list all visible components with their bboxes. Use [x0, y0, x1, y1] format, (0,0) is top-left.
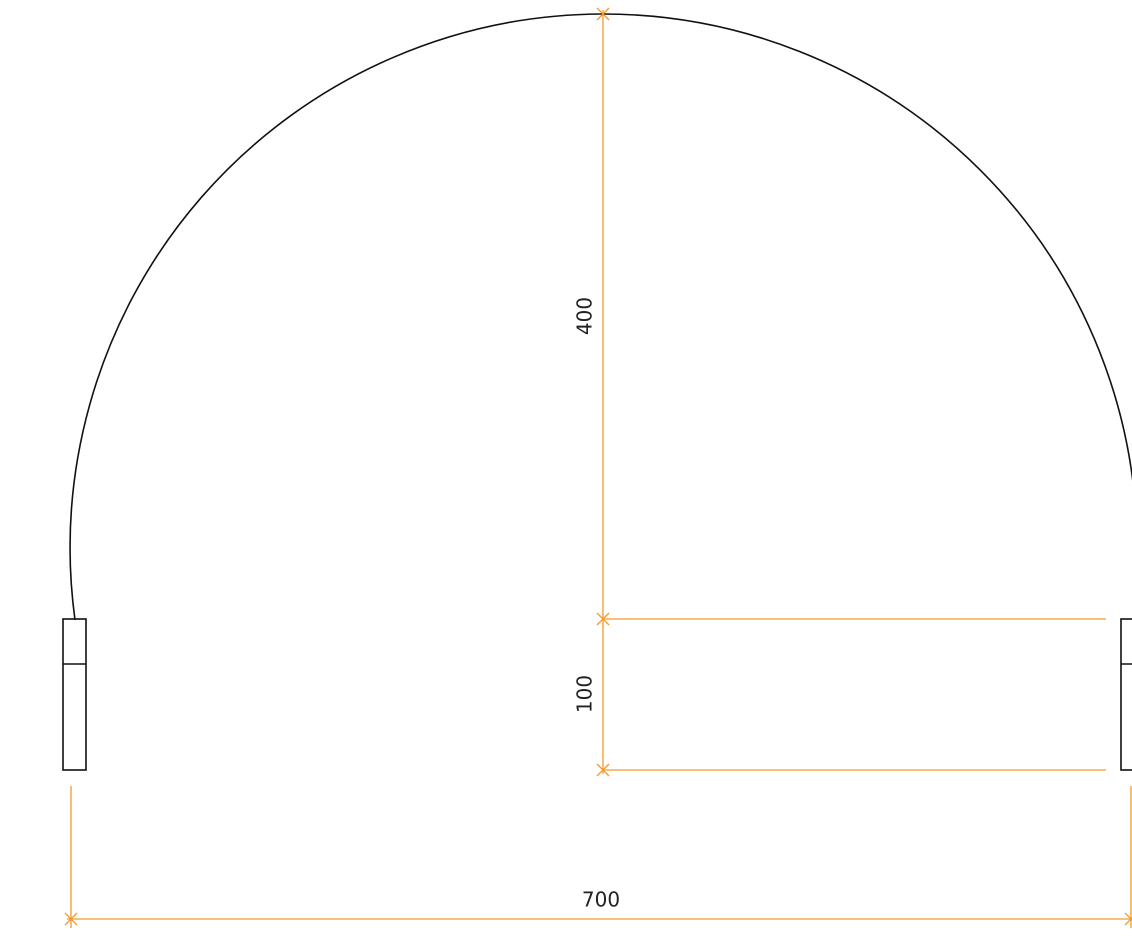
left-post [62, 618, 87, 771]
arch [69, 13, 1132, 621]
dimension-label: 400 [573, 297, 597, 335]
dimension-label: 100 [573, 675, 597, 713]
dimension-label: 700 [582, 888, 620, 912]
dimension-lines [64, 7, 1132, 928]
right-post [1120, 618, 1132, 771]
